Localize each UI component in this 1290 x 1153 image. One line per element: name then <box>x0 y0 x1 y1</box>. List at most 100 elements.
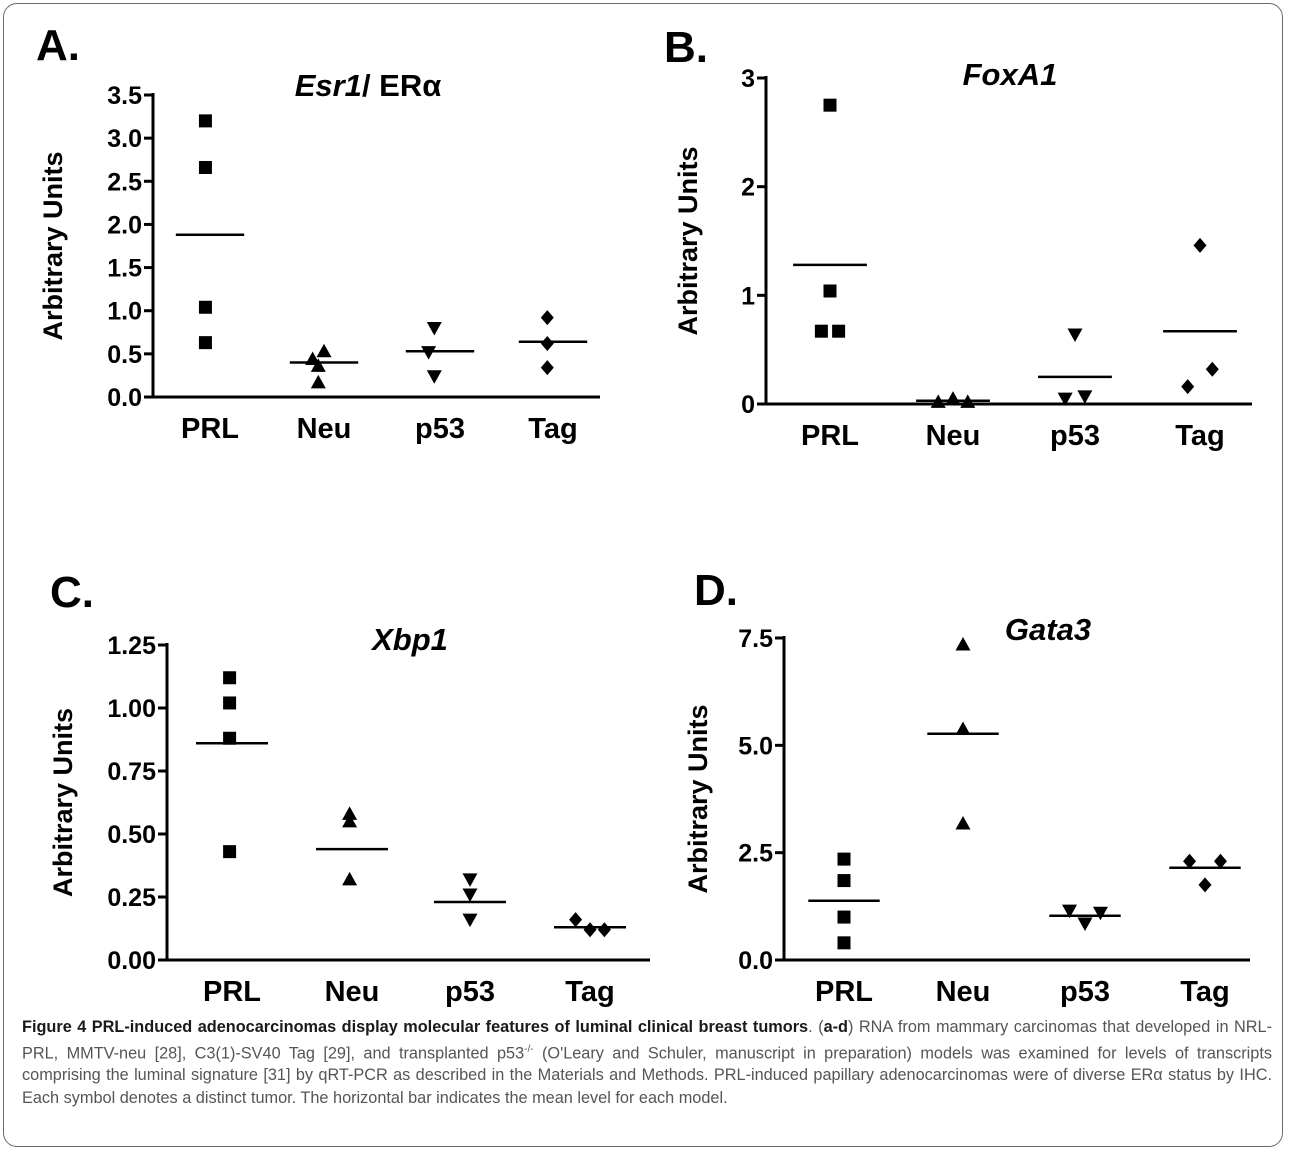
diamond-marker <box>1198 877 1212 893</box>
square-marker <box>814 324 828 338</box>
square-marker <box>223 731 237 745</box>
triangle-down-marker <box>1077 917 1093 932</box>
y-axis-label: Arbitrary Units <box>38 151 68 340</box>
y-tick-label: 0.0 <box>738 947 773 975</box>
figure-border <box>3 3 1283 1147</box>
y-tick-label: 3 <box>741 65 755 93</box>
x-tick-label: Neu <box>297 413 352 445</box>
y-tick-label: 0.25 <box>107 884 156 912</box>
chart-title-italic: FoxA1 <box>963 57 1058 92</box>
chart-title: Gata3 <box>1005 612 1091 647</box>
x-tick-label: p53 <box>445 976 495 1008</box>
series-p53 <box>405 321 475 384</box>
y-tick-label: 3.5 <box>107 82 142 110</box>
square-marker <box>823 98 837 112</box>
y-tick-label: 2.5 <box>738 840 773 868</box>
triangle-up-marker <box>342 806 358 820</box>
caption-body-2: (O'Leary and Schuler, manuscript in prep… <box>22 1043 1273 1107</box>
figure-caption: Figure 4 PRL-induced adenocarcinomas dis… <box>22 1016 1272 1109</box>
x-tick-label: Tag <box>565 976 614 1008</box>
x-tick-label: PRL <box>801 420 859 452</box>
square-marker <box>223 671 237 685</box>
chart-title-italic: Gata3 <box>1005 612 1091 647</box>
diamond-marker <box>540 310 554 326</box>
y-tick-label: 3.0 <box>107 125 142 153</box>
triangle-up-marker <box>945 391 961 405</box>
series-p53 <box>1038 328 1112 407</box>
x-tick-label: Neu <box>325 976 380 1008</box>
series-prl <box>793 98 867 338</box>
square-marker <box>198 160 212 174</box>
series-neu <box>316 806 388 886</box>
series-tag <box>1163 237 1237 395</box>
y-axis-label: Arbitrary Units <box>673 146 703 335</box>
chart-title-italic: Xbp1 <box>370 622 448 657</box>
series-prl <box>808 852 880 950</box>
caption-body-1: RNA from mammary carcinomas that develop… <box>22 1018 1272 1062</box>
chart-title: FoxA1 <box>963 57 1058 92</box>
triangle-down-marker <box>1077 390 1093 404</box>
triangle-up-marker <box>310 374 326 389</box>
series-p53 <box>434 873 506 928</box>
y-tick-label: 2 <box>741 174 755 202</box>
triangle-down-marker <box>1092 906 1108 921</box>
caption-title: Figure 4 PRL-induced adenocarcinomas dis… <box>22 1018 809 1036</box>
triangle-down-marker <box>421 346 437 360</box>
diamond-marker <box>597 922 611 938</box>
panel-b: B. FoxA1 Arbitrary Units 0 1 2 3 PRL Neu p53 Tag <box>664 23 1252 452</box>
y-tick-label: 0 <box>741 391 755 419</box>
series-neu <box>916 391 990 408</box>
y-tick-label: 2.5 <box>107 168 142 196</box>
x-tick-label: Tag <box>1180 976 1229 1008</box>
chart-title-italic: Esr1 <box>295 68 362 103</box>
series-p53 <box>1049 904 1121 932</box>
triangle-down-marker <box>426 321 442 336</box>
x-tick-label: Neu <box>926 420 981 452</box>
triangle-up-marker <box>316 343 332 358</box>
chart-title: Xbp1 <box>370 622 448 657</box>
y-tick-label: 1 <box>741 282 755 310</box>
diamond-marker <box>1205 361 1219 377</box>
y-axis-label: Arbitrary Units <box>683 704 713 893</box>
x-tick-label: PRL <box>815 976 873 1008</box>
series-tag <box>518 310 588 376</box>
y-tick-label: 0.0 <box>107 384 142 412</box>
panel-label: C. <box>50 568 94 617</box>
diamond-marker <box>1181 379 1195 395</box>
y-tick-label: 0.50 <box>107 821 156 849</box>
y-tick-label: 0.75 <box>107 758 156 786</box>
figure-panels: A. Esr1/ ERα Arbitrary Units 0.0 0.5 1.0 1.5 2.… <box>36 21 1252 1008</box>
triangle-up-marker <box>342 813 358 828</box>
caption-panels-close: ) <box>847 1018 854 1036</box>
square-marker <box>223 845 237 859</box>
y-tick-label: 0.5 <box>107 341 142 369</box>
y-tick-label: 7.5 <box>738 625 773 653</box>
y-tick-label: 1.00 <box>107 695 156 723</box>
x-tick-label: p53 <box>1060 976 1110 1008</box>
triangle-down-marker <box>462 888 478 902</box>
x-tick-label: PRL <box>203 976 261 1008</box>
panel-c: C. Xbp1 Arbitrary Units 0.00 0.25 0.50 0.75 1.0… <box>48 568 650 1008</box>
y-tick-label: 1.0 <box>107 298 142 326</box>
square-marker <box>198 114 212 128</box>
panel-label: A. <box>36 21 80 70</box>
panel-d: D. Gata3 Arbitrary Units 0.0 2.5 5.0 7.5 PRL Neu… <box>683 566 1250 1008</box>
triangle-down-marker <box>1057 392 1073 407</box>
square-marker <box>198 336 212 350</box>
square-marker <box>823 284 837 298</box>
y-tick-label: 1.25 <box>107 632 156 660</box>
y-tick-label: 0.00 <box>107 947 156 975</box>
triangle-up-marker <box>955 636 971 651</box>
series-prl <box>196 671 268 859</box>
diamond-marker <box>1213 853 1227 869</box>
square-marker <box>832 324 846 338</box>
diamond-marker <box>569 912 583 928</box>
series-tag <box>554 912 626 938</box>
chart-title-rest: / ERα <box>362 68 441 103</box>
x-tick-label: PRL <box>181 413 239 445</box>
square-marker <box>837 910 851 924</box>
caption-panels-label: a-d <box>823 1018 848 1036</box>
square-marker <box>837 936 851 950</box>
series-neu <box>927 636 999 830</box>
diamond-marker <box>1183 853 1197 869</box>
